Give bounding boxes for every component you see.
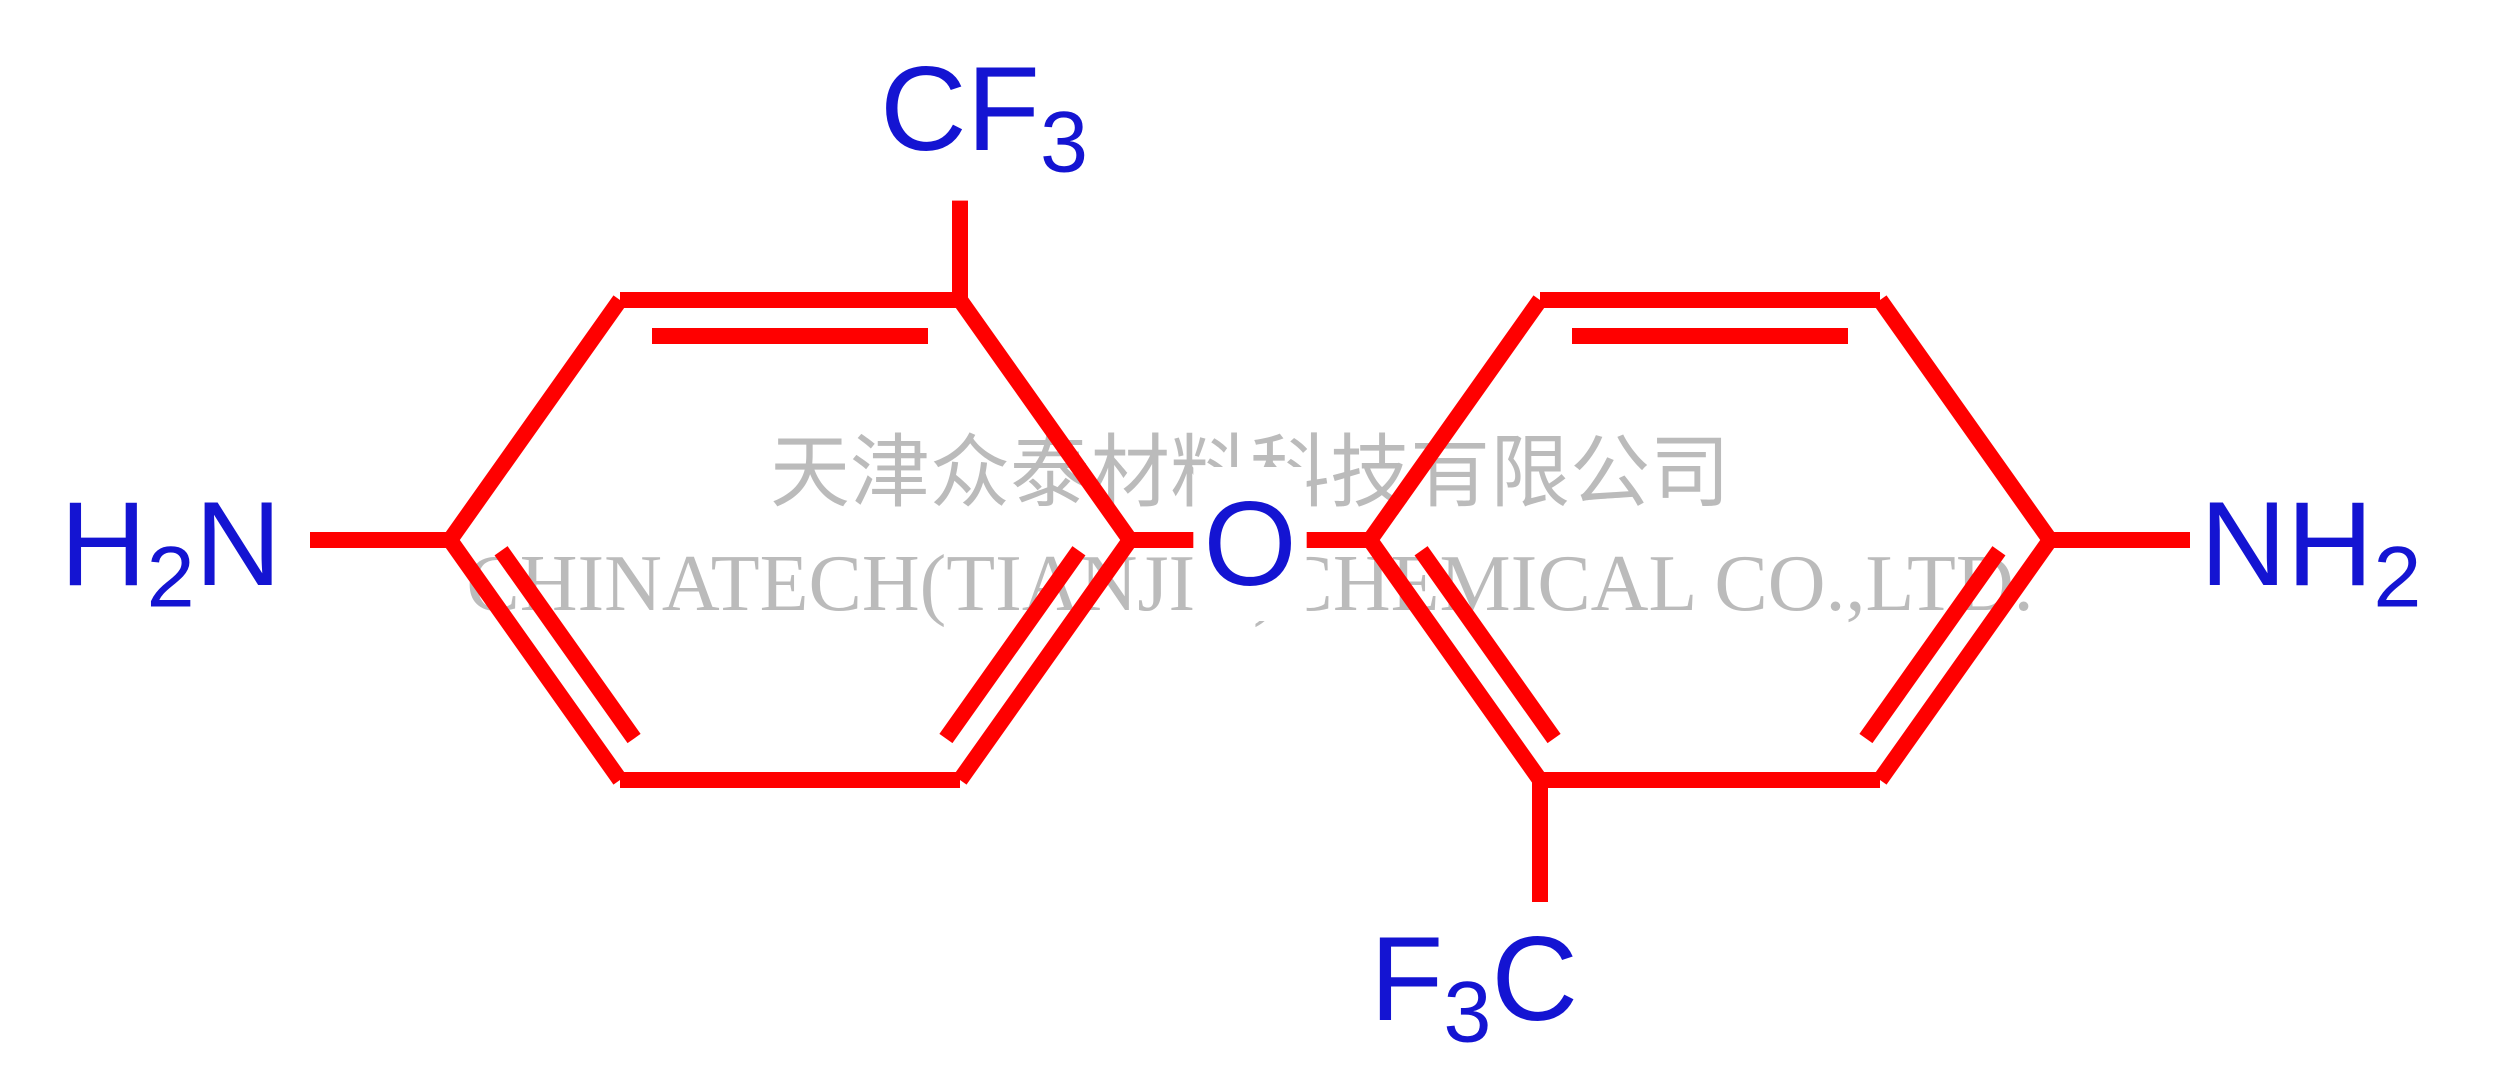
o-center-text: O [1203,477,1296,611]
label-layer: H2N CF3 O F3C NH2 [50,32,2431,1071]
cf3-top: CF3 [870,32,1098,201]
nh2-left: H2N [50,467,291,636]
cf3-bot: F3C [1360,902,1588,1071]
o-center: O [1193,467,1306,621]
bond [1880,300,2050,540]
bond [450,300,620,540]
nh2-right: NH2 [2190,467,2431,636]
